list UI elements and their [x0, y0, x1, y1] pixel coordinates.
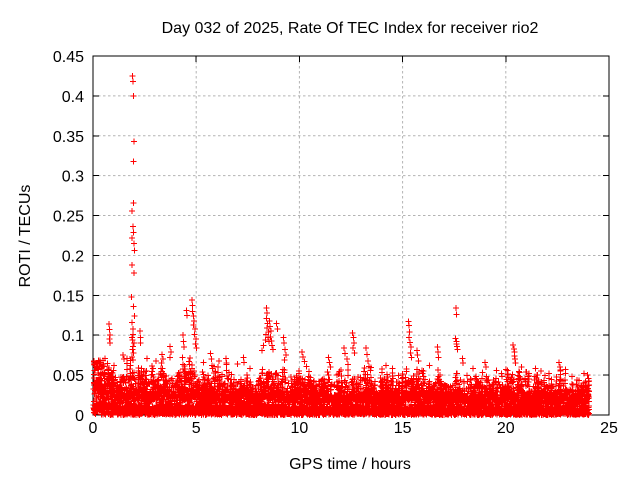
data-points: [90, 72, 593, 418]
y-axis-label: ROTI / TECUs: [17, 185, 34, 288]
x-tick-label: 15: [394, 420, 412, 437]
x-tick-label: 10: [291, 420, 309, 437]
x-tick-label: 20: [497, 420, 515, 437]
y-tick-label: 0.1: [62, 328, 84, 345]
x-axis-label: GPS time / hours: [289, 456, 411, 473]
x-tick-label: 0: [89, 420, 98, 437]
y-tick-label: 0: [75, 408, 84, 425]
chart-title: Day 032 of 2025, Rate Of TEC Index for r…: [162, 20, 539, 37]
y-tick-label: 0.45: [53, 49, 84, 66]
y-tick-label: 0.15: [53, 288, 84, 305]
y-tick-label: 0.05: [53, 368, 84, 385]
x-tick-label: 25: [600, 420, 618, 437]
scatter-plus-markers: [90, 72, 593, 418]
y-tick-label: 0.2: [62, 248, 84, 265]
y-tick-label: 0.3: [62, 169, 84, 186]
x-tick-label: 5: [192, 420, 201, 437]
y-tick-label: 0.4: [62, 89, 84, 106]
y-tick-label: 0.35: [53, 129, 84, 146]
y-tick-label: 0.25: [53, 209, 84, 226]
tick-labels: 0 5 10 15 20 25 0 0.05 0.1 0.15 0.2 0.25 0.3 0.35 0.4 0…: [53, 49, 618, 437]
